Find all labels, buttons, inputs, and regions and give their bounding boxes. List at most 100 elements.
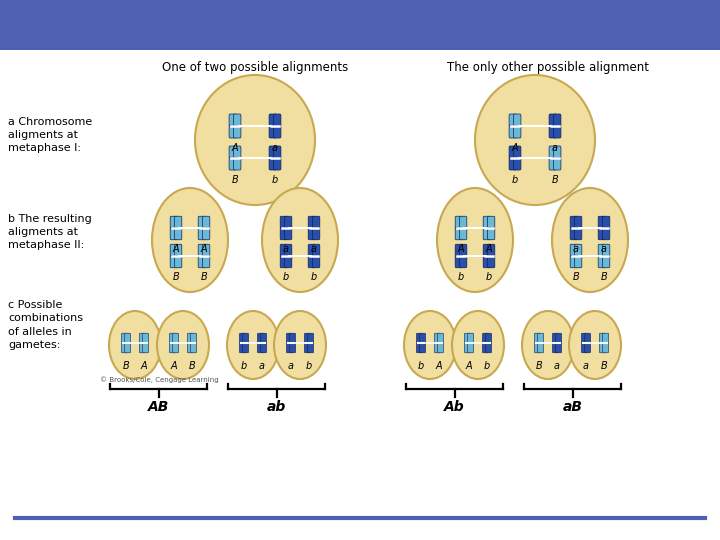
FancyBboxPatch shape xyxy=(483,228,490,240)
FancyBboxPatch shape xyxy=(243,333,248,353)
Text: b: b xyxy=(283,272,289,282)
FancyBboxPatch shape xyxy=(455,255,462,268)
FancyBboxPatch shape xyxy=(122,333,127,353)
Text: B: B xyxy=(600,361,608,371)
FancyBboxPatch shape xyxy=(459,255,467,268)
FancyBboxPatch shape xyxy=(459,228,467,240)
FancyBboxPatch shape xyxy=(549,158,557,170)
FancyBboxPatch shape xyxy=(585,333,590,353)
Text: b: b xyxy=(484,361,490,371)
FancyBboxPatch shape xyxy=(487,228,495,240)
FancyBboxPatch shape xyxy=(274,146,281,158)
FancyBboxPatch shape xyxy=(570,244,577,256)
Ellipse shape xyxy=(404,311,456,379)
FancyBboxPatch shape xyxy=(274,158,281,170)
FancyBboxPatch shape xyxy=(312,216,320,228)
FancyBboxPatch shape xyxy=(434,333,441,353)
FancyBboxPatch shape xyxy=(287,333,292,353)
FancyBboxPatch shape xyxy=(509,126,516,138)
FancyBboxPatch shape xyxy=(552,333,559,353)
FancyBboxPatch shape xyxy=(305,333,310,353)
FancyBboxPatch shape xyxy=(229,158,236,170)
FancyBboxPatch shape xyxy=(575,244,582,256)
Ellipse shape xyxy=(274,311,326,379)
Text: b: b xyxy=(272,175,278,185)
FancyBboxPatch shape xyxy=(173,333,179,353)
FancyBboxPatch shape xyxy=(549,126,557,138)
FancyBboxPatch shape xyxy=(483,216,490,228)
FancyBboxPatch shape xyxy=(284,228,292,240)
FancyBboxPatch shape xyxy=(513,146,521,158)
Text: b The resulting
aligments at
metaphase II:: b The resulting aligments at metaphase I… xyxy=(8,214,91,250)
FancyBboxPatch shape xyxy=(284,255,292,268)
Text: a: a xyxy=(552,143,558,153)
FancyBboxPatch shape xyxy=(308,216,315,228)
FancyBboxPatch shape xyxy=(198,216,205,228)
FancyBboxPatch shape xyxy=(140,333,145,353)
Text: A: A xyxy=(171,361,177,371)
FancyBboxPatch shape xyxy=(169,333,176,353)
FancyBboxPatch shape xyxy=(598,255,606,268)
FancyBboxPatch shape xyxy=(599,333,606,353)
FancyBboxPatch shape xyxy=(233,114,241,126)
FancyBboxPatch shape xyxy=(598,228,606,240)
Ellipse shape xyxy=(522,311,574,379)
FancyBboxPatch shape xyxy=(582,333,588,353)
Bar xyxy=(0,0,720,50)
FancyBboxPatch shape xyxy=(603,228,610,240)
FancyBboxPatch shape xyxy=(280,216,287,228)
Text: b: b xyxy=(512,175,518,185)
FancyBboxPatch shape xyxy=(269,158,276,170)
Text: A: A xyxy=(436,361,442,371)
Text: b: b xyxy=(311,272,317,282)
Text: B: B xyxy=(600,272,608,282)
FancyBboxPatch shape xyxy=(513,114,521,126)
FancyBboxPatch shape xyxy=(233,146,241,158)
Text: a: a xyxy=(583,361,589,371)
FancyBboxPatch shape xyxy=(198,228,205,240)
FancyBboxPatch shape xyxy=(269,146,276,158)
FancyBboxPatch shape xyxy=(202,216,210,228)
FancyBboxPatch shape xyxy=(603,244,610,256)
FancyBboxPatch shape xyxy=(549,114,557,126)
FancyBboxPatch shape xyxy=(198,255,205,268)
Ellipse shape xyxy=(569,311,621,379)
FancyBboxPatch shape xyxy=(570,255,577,268)
FancyBboxPatch shape xyxy=(575,255,582,268)
FancyBboxPatch shape xyxy=(603,216,610,228)
Text: B: B xyxy=(122,361,130,371)
Text: AB: AB xyxy=(148,400,169,414)
Text: The only other possible alignment: The only other possible alignment xyxy=(447,60,649,73)
FancyBboxPatch shape xyxy=(513,126,521,138)
Text: B: B xyxy=(189,361,195,371)
FancyBboxPatch shape xyxy=(534,333,541,353)
FancyBboxPatch shape xyxy=(549,146,557,158)
Text: a: a xyxy=(311,244,317,254)
Ellipse shape xyxy=(109,311,161,379)
FancyBboxPatch shape xyxy=(280,255,287,268)
Text: a: a xyxy=(259,361,265,371)
Text: A: A xyxy=(173,244,179,254)
FancyBboxPatch shape xyxy=(258,333,264,353)
FancyBboxPatch shape xyxy=(233,126,241,138)
FancyBboxPatch shape xyxy=(308,244,315,256)
FancyBboxPatch shape xyxy=(575,228,582,240)
Text: B: B xyxy=(536,361,542,371)
FancyBboxPatch shape xyxy=(570,228,577,240)
FancyBboxPatch shape xyxy=(464,333,470,353)
FancyBboxPatch shape xyxy=(280,228,287,240)
FancyBboxPatch shape xyxy=(455,216,462,228)
Text: A: A xyxy=(201,244,207,254)
FancyBboxPatch shape xyxy=(269,126,276,138)
Ellipse shape xyxy=(452,311,504,379)
Text: A: A xyxy=(140,361,148,371)
Text: aB: aB xyxy=(562,400,582,414)
FancyBboxPatch shape xyxy=(191,333,197,353)
Ellipse shape xyxy=(157,311,209,379)
Text: B: B xyxy=(572,272,580,282)
FancyBboxPatch shape xyxy=(280,244,287,256)
FancyBboxPatch shape xyxy=(554,114,561,126)
FancyBboxPatch shape xyxy=(455,244,462,256)
FancyBboxPatch shape xyxy=(312,255,320,268)
Text: b: b xyxy=(241,361,247,371)
